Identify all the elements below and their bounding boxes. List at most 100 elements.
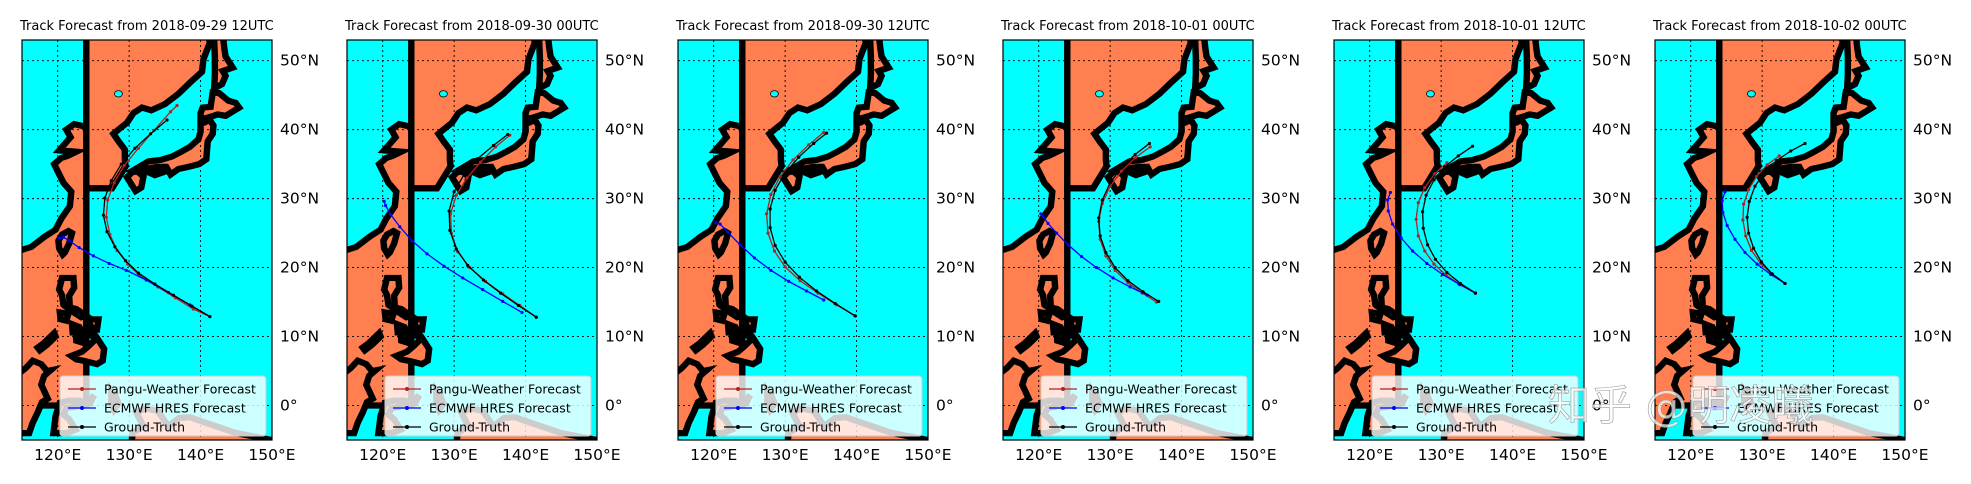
latitude-tick-label: 50°N <box>605 52 644 70</box>
ecmwf-hres-forecast-point <box>124 268 128 272</box>
pangu-weather-forecast-point <box>104 215 108 219</box>
pangu-weather-forecast-point <box>1746 188 1751 192</box>
pangu-weather-forecast-point <box>778 174 782 179</box>
ground-truth-point <box>1097 216 1101 220</box>
panel-title: Track Forecast from 2018-10-02 00UTC <box>1652 19 1907 34</box>
panel-title: Track Forecast from 2018-10-01 12UTC <box>1331 19 1586 34</box>
latitude-tick-label: 30°N <box>936 190 975 208</box>
ground-truth-point <box>1141 290 1145 294</box>
legend-label: Pangu-Weather Forecast <box>1416 382 1568 397</box>
latitude-tick-label: 40°N <box>605 121 644 139</box>
ground-truth-point <box>1770 272 1774 276</box>
ecmwf-hres-forecast-point <box>91 254 96 258</box>
ecmwf-hres-forecast-point <box>388 212 393 217</box>
longitude-tick-label: 130°E <box>431 446 478 464</box>
ecmwf-hres-forecast-point <box>1388 190 1393 195</box>
ground-truth-point <box>476 157 480 161</box>
legend: Pangu-Weather Forecast ECMWF HRES Forecas… <box>59 375 267 437</box>
pangu-weather-forecast-point <box>478 160 483 164</box>
pangu-weather-forecast-point <box>465 176 469 180</box>
ecmwf-hres-forecast-track <box>1386 192 1476 294</box>
map-panel-6: Track Forecast from 2018-10-02 00UTC Pang… <box>1652 19 1952 464</box>
ground-truth-point <box>1113 265 1117 270</box>
latitude-tick-label: 40°N <box>1913 121 1952 139</box>
ecmwf-hres-forecast-point <box>1079 254 1084 259</box>
latitude-tick-label: 10°N <box>936 328 975 346</box>
legend-label: Ground-Truth <box>1737 420 1818 435</box>
legend-marker <box>1392 425 1396 429</box>
ground-truth-point <box>208 314 212 319</box>
ground-truth-point <box>1443 165 1447 169</box>
ecmwf-hres-forecast-point <box>1733 237 1737 241</box>
ground-truth-point <box>123 259 128 263</box>
ground-truth-point <box>491 143 496 148</box>
latitude-tick-label: 50°N <box>1261 52 1300 70</box>
longitude-tick-label: 120°E <box>1015 446 1062 464</box>
pangu-weather-forecast-point <box>791 158 795 162</box>
longitude-tick-label: 140°E <box>1489 446 1536 464</box>
ecmwf-hres-forecast-point <box>1440 272 1445 277</box>
pangu-weather-forecast-point <box>1414 217 1418 221</box>
ground-truth-point <box>1126 279 1130 283</box>
panel-title: Track Forecast from 2018-09-30 12UTC <box>675 19 930 34</box>
longitude-tick-label: 140°E <box>1158 446 1205 464</box>
longitude-tick-label: 150°E <box>904 446 951 464</box>
ecmwf-hres-forecast-point <box>398 225 402 229</box>
ecmwf-hres-forecast-point <box>383 203 388 208</box>
ground-truth-point <box>1470 144 1475 148</box>
pangu-weather-forecast-point <box>1148 145 1152 149</box>
ground-truth-point <box>1420 210 1425 214</box>
legend-label: Ground-Truth <box>1416 420 1497 435</box>
ground-truth-point <box>103 196 107 200</box>
ground-truth-point <box>153 282 157 286</box>
legend: Pangu-Weather Forecast ECMWF HRES Forecas… <box>715 375 923 437</box>
longitude-tick-label: 140°E <box>833 446 880 464</box>
longitude-tick-label: 120°E <box>1346 446 1393 464</box>
inland-lake <box>770 90 779 98</box>
ground-truth-track <box>1421 145 1476 294</box>
legend-label: Ground-Truth <box>104 420 185 435</box>
ecmwf-hres-forecast-point <box>752 256 757 260</box>
ground-truth-point <box>1803 141 1807 146</box>
latitude-tick-label: 30°N <box>1592 190 1631 208</box>
ecmwf-hres-forecast-point <box>714 221 718 225</box>
ground-truth-point <box>1445 270 1449 275</box>
ecmwf-hres-forecast-point <box>1410 249 1415 253</box>
longitude-tick-label: 120°E <box>690 446 737 464</box>
pangu-weather-forecast-point <box>783 265 787 269</box>
ground-truth-point <box>1104 250 1108 255</box>
latitude-tick-label: 10°N <box>1261 328 1300 346</box>
ground-truth-point <box>498 291 503 295</box>
ecmwf-hres-forecast-point <box>1111 276 1115 280</box>
map-area: Pangu-Weather Forecast ECMWF HRES Forecas… <box>22 40 272 440</box>
legend-label: Pangu-Weather Forecast <box>1737 382 1889 397</box>
latitude-tick-label: 0° <box>1913 397 1931 415</box>
ecmwf-hres-forecast-point <box>1385 198 1390 202</box>
inland-lake <box>1426 90 1435 98</box>
legend-marker <box>1061 387 1065 391</box>
ecmwf-hres-forecast-point <box>410 239 414 243</box>
legend-box <box>1371 375 1579 437</box>
latitude-tick-label: 10°N <box>1592 328 1631 346</box>
longitude-tick-label: 150°E <box>573 446 620 464</box>
ecmwf-hres-forecast-point <box>77 245 81 250</box>
map-panel-4: Track Forecast from 2018-10-01 00UTC Pang… <box>1000 19 1300 464</box>
map-area: Pangu-Weather Forecast ECMWF HRES Forecas… <box>1655 40 1905 440</box>
ecmwf-hres-forecast-point <box>738 243 742 247</box>
ground-truth-track <box>1746 142 1806 284</box>
latitude-tick-label: 50°N <box>1592 52 1631 70</box>
ground-truth-point <box>1425 243 1430 247</box>
legend-marker <box>1061 406 1065 410</box>
ground-truth-point <box>1100 198 1104 202</box>
pangu-weather-forecast-point <box>1423 249 1427 253</box>
legend-label: ECMWF HRES Forecast <box>1416 401 1558 416</box>
latitude-tick-label: 0° <box>1261 397 1279 415</box>
legend-label: ECMWF HRES Forecast <box>1737 401 1879 416</box>
map-panel-5: Track Forecast from 2018-10-01 12UTC Pang… <box>1331 19 1631 464</box>
ground-truth-point <box>447 209 451 213</box>
pangu-weather-forecast-point <box>1432 262 1436 266</box>
map-frame <box>1654 39 1906 441</box>
pangu-weather-forecast-point <box>822 130 826 135</box>
ecmwf-hres-forecast-point <box>1723 190 1727 194</box>
